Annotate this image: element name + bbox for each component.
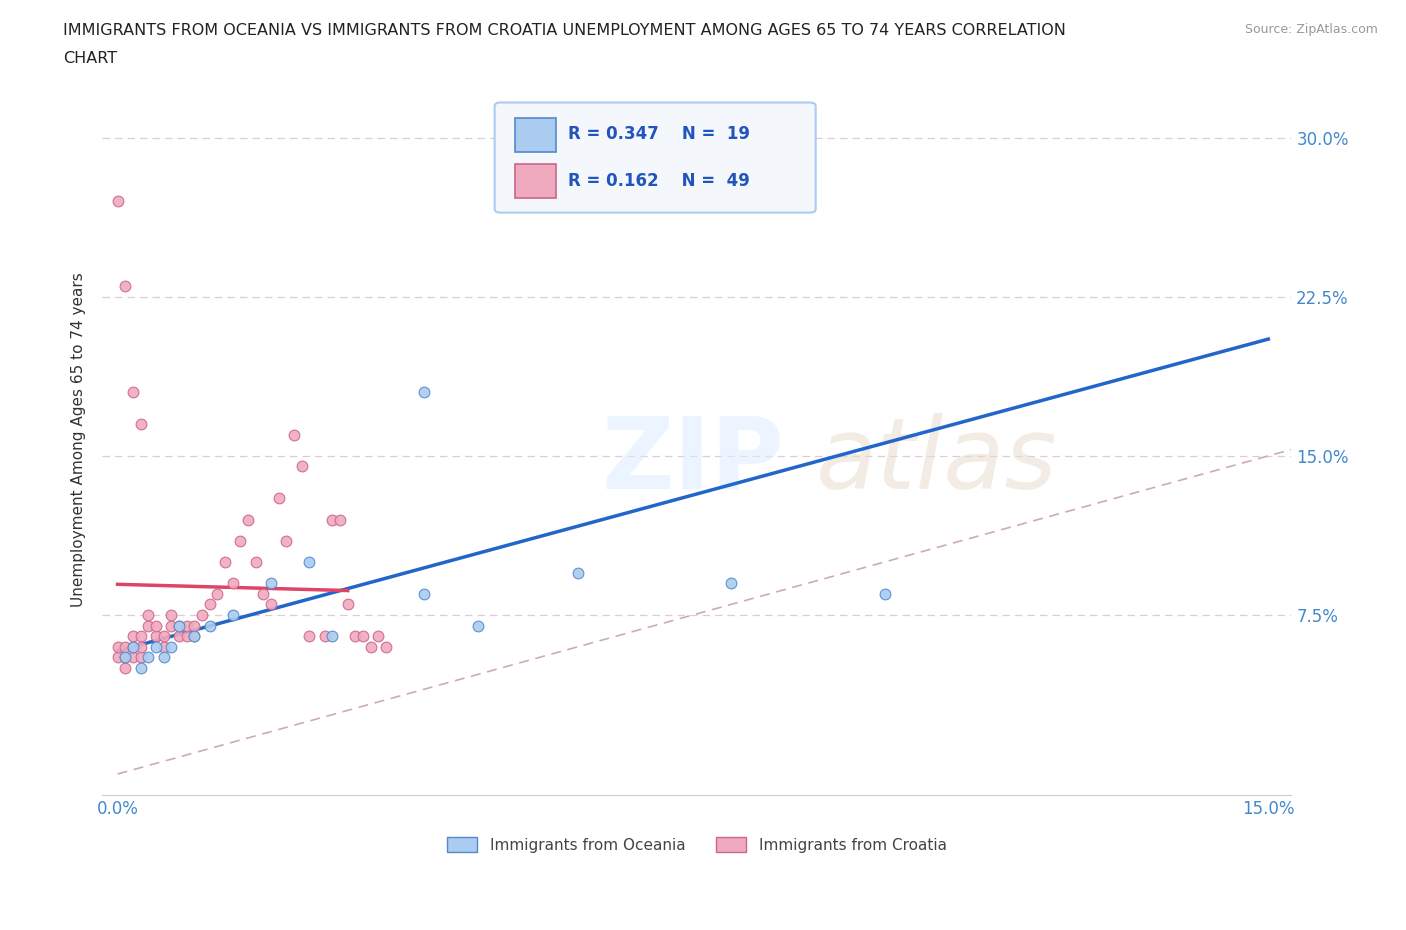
Point bbox=[367, 629, 389, 644]
Point bbox=[160, 618, 183, 633]
Point bbox=[160, 607, 183, 622]
Point bbox=[152, 650, 174, 665]
Point bbox=[107, 650, 129, 665]
Point bbox=[136, 607, 159, 622]
Point bbox=[176, 629, 198, 644]
Point bbox=[873, 586, 896, 601]
Point bbox=[145, 639, 167, 654]
Text: IMMIGRANTS FROM OCEANIA VS IMMIGRANTS FROM CROATIA UNEMPLOYMENT AMONG AGES 65 TO: IMMIGRANTS FROM OCEANIA VS IMMIGRANTS FR… bbox=[63, 23, 1066, 38]
Point bbox=[267, 491, 290, 506]
Point bbox=[167, 618, 190, 633]
FancyBboxPatch shape bbox=[515, 118, 557, 153]
Point bbox=[114, 650, 136, 665]
Point bbox=[344, 629, 367, 644]
Point bbox=[145, 629, 167, 644]
Point bbox=[122, 385, 145, 400]
Point bbox=[467, 618, 489, 633]
Point bbox=[122, 650, 145, 665]
Point bbox=[145, 618, 167, 633]
Point bbox=[160, 639, 183, 654]
Point bbox=[114, 660, 136, 675]
Point bbox=[122, 629, 145, 644]
Text: R = 0.347    N =  19: R = 0.347 N = 19 bbox=[568, 126, 751, 143]
Point bbox=[260, 597, 283, 612]
Point bbox=[758, 194, 780, 209]
Point bbox=[360, 639, 382, 654]
Point bbox=[191, 607, 214, 622]
Point bbox=[129, 629, 152, 644]
Point bbox=[122, 639, 145, 654]
Point bbox=[129, 660, 152, 675]
Text: CHART: CHART bbox=[63, 51, 117, 66]
Point bbox=[129, 650, 152, 665]
Point bbox=[567, 565, 589, 580]
Point bbox=[276, 533, 298, 548]
Text: R = 0.162    N =  49: R = 0.162 N = 49 bbox=[568, 172, 751, 190]
Text: ZIP: ZIP bbox=[602, 413, 785, 510]
Point bbox=[167, 618, 190, 633]
Point bbox=[129, 639, 152, 654]
Y-axis label: Unemployment Among Ages 65 to 74 years: Unemployment Among Ages 65 to 74 years bbox=[72, 272, 86, 607]
Point bbox=[283, 427, 305, 442]
Point bbox=[221, 576, 243, 591]
Point bbox=[236, 512, 259, 527]
Point bbox=[207, 586, 229, 601]
Point bbox=[314, 629, 336, 644]
Text: atlas: atlas bbox=[815, 413, 1057, 510]
Point bbox=[260, 576, 283, 591]
Point bbox=[198, 618, 221, 633]
Point bbox=[176, 618, 198, 633]
Point bbox=[375, 639, 398, 654]
Point bbox=[229, 533, 252, 548]
Point bbox=[221, 607, 243, 622]
Point bbox=[252, 586, 274, 601]
Point bbox=[183, 629, 205, 644]
Point bbox=[214, 554, 236, 569]
Point bbox=[114, 639, 136, 654]
Point bbox=[352, 629, 374, 644]
Legend: Immigrants from Oceania, Immigrants from Croatia: Immigrants from Oceania, Immigrants from… bbox=[441, 830, 953, 858]
Point bbox=[291, 459, 314, 474]
Point bbox=[152, 639, 174, 654]
Point bbox=[136, 618, 159, 633]
Point bbox=[183, 629, 205, 644]
Point bbox=[720, 576, 742, 591]
Point bbox=[245, 554, 267, 569]
FancyBboxPatch shape bbox=[495, 102, 815, 213]
Point bbox=[136, 650, 159, 665]
FancyBboxPatch shape bbox=[515, 165, 557, 198]
Point bbox=[321, 512, 343, 527]
Point bbox=[413, 385, 436, 400]
Point bbox=[336, 597, 359, 612]
Point bbox=[152, 629, 174, 644]
Point bbox=[329, 512, 352, 527]
Text: Source: ZipAtlas.com: Source: ZipAtlas.com bbox=[1244, 23, 1378, 36]
Point bbox=[114, 650, 136, 665]
Point bbox=[321, 629, 343, 644]
Point bbox=[298, 629, 321, 644]
Point bbox=[198, 597, 221, 612]
Point bbox=[122, 639, 145, 654]
Point bbox=[114, 279, 136, 294]
Point bbox=[413, 586, 436, 601]
Point bbox=[107, 194, 129, 209]
Point bbox=[129, 417, 152, 432]
Point bbox=[183, 618, 205, 633]
Point bbox=[107, 639, 129, 654]
Point bbox=[167, 629, 190, 644]
Point bbox=[298, 554, 321, 569]
